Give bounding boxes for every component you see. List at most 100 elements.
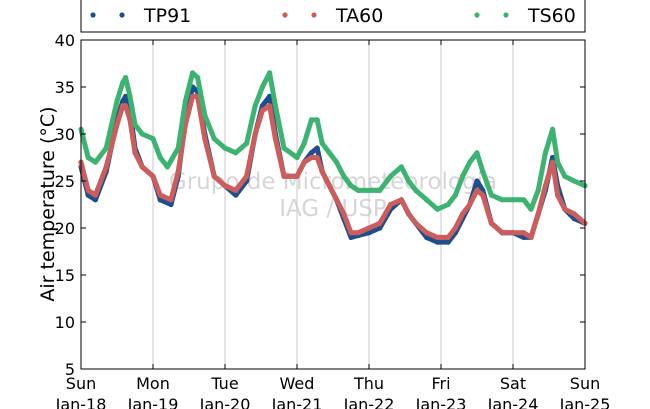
data-point: [413, 187, 419, 193]
data-point: [202, 136, 208, 142]
data-point: [535, 211, 541, 217]
data-point: [474, 178, 480, 184]
data-point: [488, 192, 494, 198]
y-tick-label: 15: [55, 266, 75, 285]
data-point: [244, 140, 250, 146]
data-point: [222, 183, 228, 189]
x-tick-label-day: Thu: [353, 374, 384, 393]
data-point: [535, 187, 541, 193]
data-point: [244, 173, 250, 179]
legend-marker: [282, 12, 288, 18]
data-point: [355, 230, 361, 236]
data-point: [388, 201, 394, 208]
data-point: [406, 178, 412, 184]
data-point: [341, 211, 347, 217]
x-tick-label-day: Fri: [431, 374, 450, 393]
legend-label-ta60: TA60: [335, 5, 383, 27]
data-point: [267, 70, 273, 76]
data-point: [211, 136, 217, 142]
data-point: [150, 136, 156, 142]
x-tick-label-date: Jan-20: [199, 395, 251, 409]
data-point: [103, 145, 109, 151]
x-tick-label-day: Tue: [210, 374, 238, 393]
data-point: [294, 154, 300, 161]
data-point: [348, 183, 354, 189]
data-point: [190, 93, 196, 99]
data-point: [480, 169, 486, 175]
data-point: [127, 93, 133, 99]
data-point: [510, 197, 516, 203]
data-point: [571, 211, 577, 217]
data-point: [319, 140, 325, 146]
data-point: [301, 140, 307, 146]
data-point: [259, 107, 265, 114]
data-point: [92, 159, 98, 165]
data-point: [314, 145, 320, 151]
data-point: [114, 122, 120, 128]
data-point: [377, 187, 383, 193]
y-tick-label: 10: [55, 313, 75, 332]
data-point: [528, 206, 534, 212]
x-tick-label-day: Sun: [66, 374, 96, 393]
data-point: [510, 230, 516, 236]
data-point: [281, 173, 287, 179]
y-tick-label: 25: [55, 172, 75, 191]
data-point: [233, 192, 239, 198]
data-point: [150, 173, 156, 179]
data-point: [348, 230, 354, 236]
data-point: [542, 150, 549, 156]
data-point: [406, 211, 412, 217]
data-point: [132, 122, 138, 128]
data-point: [195, 75, 201, 81]
data-point: [267, 103, 273, 109]
legend-box: [80, 0, 586, 33]
data-point: [168, 201, 174, 208]
data-point: [398, 164, 404, 170]
data-point: [355, 187, 361, 193]
data-point: [132, 150, 138, 156]
data-point: [424, 197, 430, 203]
data-point: [175, 145, 181, 151]
data-point: [542, 183, 549, 189]
data-point: [301, 159, 307, 165]
data-point: [434, 234, 440, 240]
data-point: [168, 197, 174, 203]
data-point: [460, 211, 466, 217]
data-point: [474, 187, 480, 193]
x-tick-label-date: Jan-21: [271, 395, 323, 409]
data-point: [499, 230, 505, 236]
data-point: [366, 225, 372, 231]
x-tick-label-date: Jan-25: [559, 395, 611, 409]
data-point: [294, 173, 300, 179]
data-point: [377, 225, 383, 231]
data-point: [434, 239, 440, 245]
data-point: [252, 131, 258, 137]
data-point: [123, 93, 129, 99]
y-tick-label: 40: [55, 31, 75, 50]
data-point: [550, 159, 556, 165]
data-point: [334, 197, 340, 203]
legend-label-tp91: TP91: [143, 5, 191, 27]
data-point: [92, 192, 98, 198]
data-point: [157, 197, 163, 203]
data-point: [555, 159, 561, 165]
data-point: [467, 159, 473, 165]
data-point: [499, 197, 505, 203]
data-point: [480, 192, 486, 198]
data-point: [334, 159, 340, 165]
data-point: [571, 178, 577, 184]
data-point: [308, 154, 314, 161]
x-tick-label-day: Sat: [500, 374, 526, 393]
data-point: [233, 187, 239, 193]
y-tick-label: 20: [55, 219, 75, 238]
grid-lines: [152, 40, 514, 369]
x-tick-label-date: Jan-24: [487, 395, 539, 409]
data-point: [114, 98, 120, 104]
data-point: [434, 206, 440, 212]
data-point: [157, 192, 163, 198]
data-point: [528, 234, 534, 240]
x-tick-label-date: Jan-18: [55, 395, 107, 409]
data-point: [326, 150, 332, 156]
data-point: [123, 103, 129, 109]
